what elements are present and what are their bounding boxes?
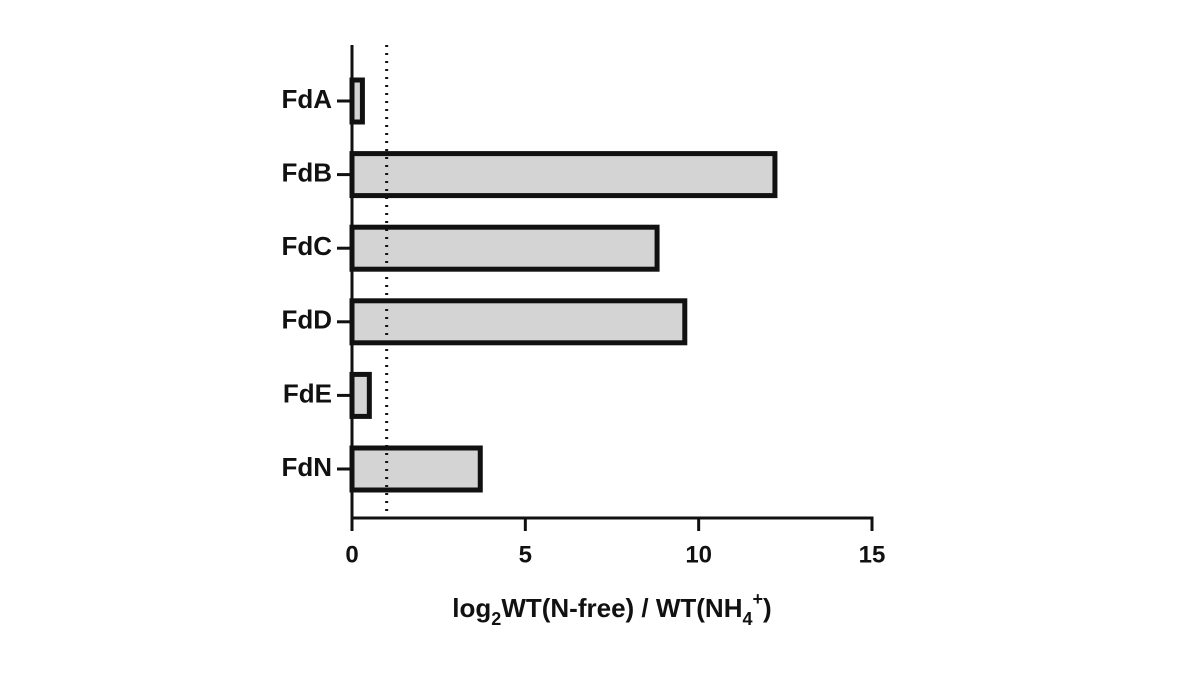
y-tick-label: FdA xyxy=(281,84,332,114)
x-axis-label-part: ) xyxy=(763,593,772,623)
x-tick-label: 15 xyxy=(859,541,886,568)
y-tick-label: FdE xyxy=(283,378,332,408)
bar xyxy=(349,77,365,125)
y-tick-label: FdC xyxy=(281,231,332,261)
x-axis-label-part: 4 xyxy=(743,609,753,629)
x-axis-label-part: + xyxy=(753,589,764,609)
x-axis-label: log2WT(N-free) / WT(NH4+) xyxy=(452,589,771,629)
x-tick-label: 0 xyxy=(345,541,358,568)
bar xyxy=(349,298,688,346)
bar xyxy=(349,371,372,419)
x-tick-label: 5 xyxy=(519,541,532,568)
x-axis-label-part: 2 xyxy=(491,609,501,629)
x-tick-label: 10 xyxy=(685,541,712,568)
y-tick-label: FdB xyxy=(281,157,332,187)
y-tick-label: FdN xyxy=(281,452,332,482)
y-tick-label: FdD xyxy=(281,305,332,335)
bar xyxy=(349,151,778,199)
x-axis-label-part: WT(N-free) / WT(NH xyxy=(501,593,742,623)
bar xyxy=(349,445,483,493)
x-axis-label-part: log xyxy=(452,593,491,623)
bar xyxy=(349,224,660,272)
